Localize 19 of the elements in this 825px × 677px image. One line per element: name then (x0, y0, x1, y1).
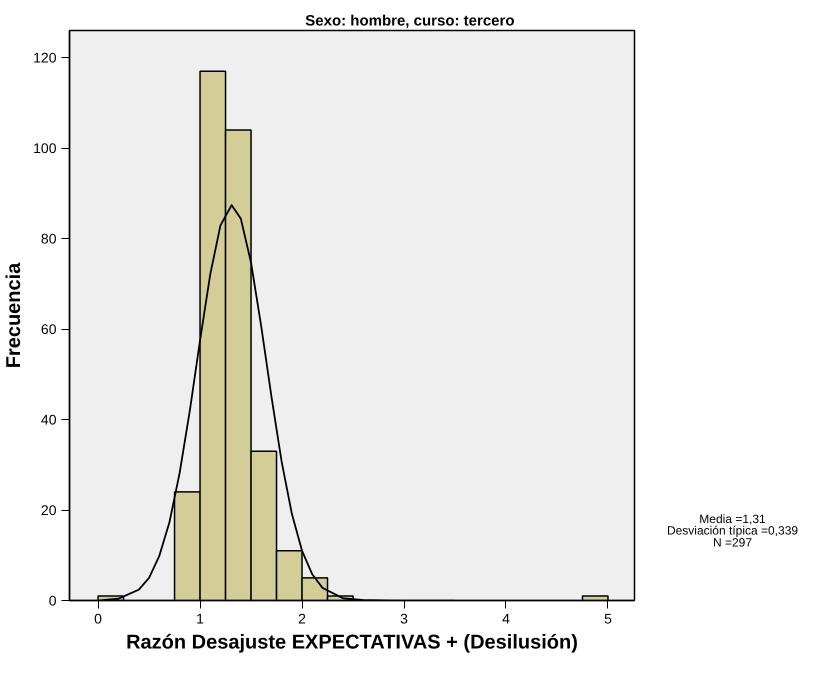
y-axis-title: Frecuencia (3, 262, 26, 368)
chart-title: Sexo: hombre, curso: tercero (305, 12, 515, 30)
y-tick-label: 0 (48, 592, 57, 608)
text: Desviación típica =0,339 (666, 524, 798, 538)
y-tick-label: 120 (33, 50, 57, 66)
x-tick-label: 5 (604, 610, 612, 626)
x-tick-label: 1 (196, 610, 204, 626)
text: N =297 (712, 535, 752, 550)
y-tick-label: 60 (40, 321, 57, 338)
x-axis-title: Razón Desajuste EXPECTATIVAS + (Desilusión) (126, 632, 578, 654)
y-tick-label: 40 (40, 412, 57, 428)
y-tick-label: 80 (40, 230, 57, 247)
y-tick-label: 100 (33, 140, 57, 156)
text: Media =1,31 (699, 512, 766, 526)
y-tick-label: 20 (40, 502, 57, 518)
x-tick-label: 4 (502, 610, 510, 626)
x-tick-label: 3 (400, 610, 408, 626)
x-tick-label: 0 (94, 610, 102, 626)
x-tick-label: 2 (298, 610, 306, 626)
